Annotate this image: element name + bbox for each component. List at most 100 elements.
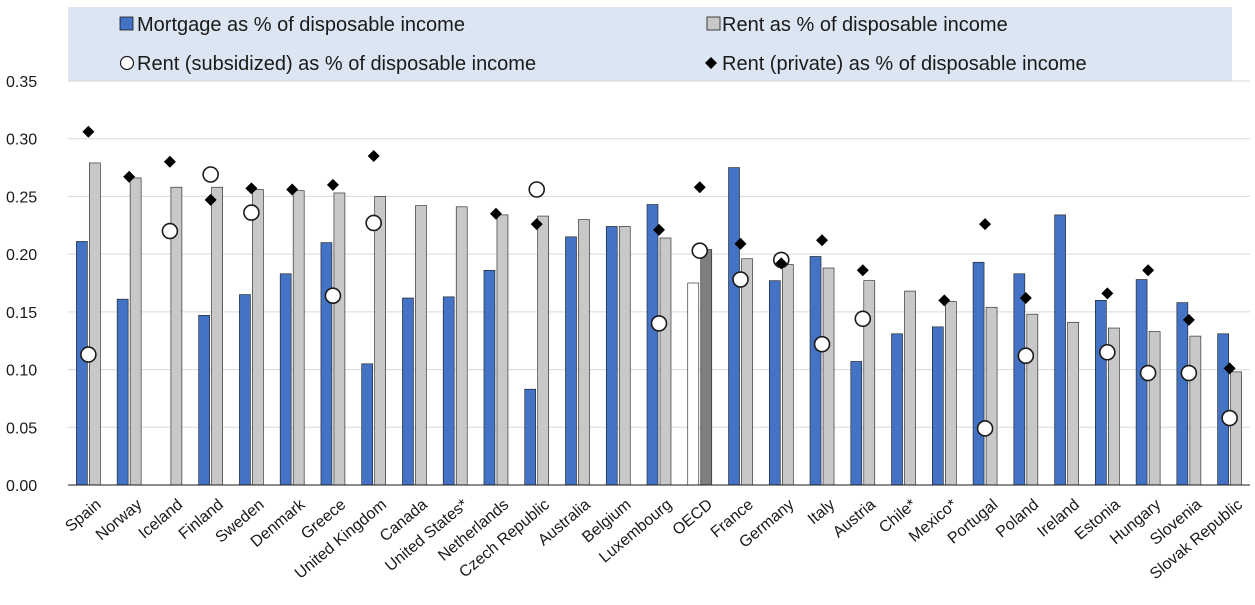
bar-mortgage <box>116 298 129 486</box>
bar-mortgage <box>198 315 210 486</box>
y-tick-label: 0.00 <box>6 478 37 495</box>
marker-rent-private <box>775 257 788 270</box>
y-tick-label: 0.15 <box>6 305 37 322</box>
x-tick-label: OECD <box>670 496 716 539</box>
marker-rent-private <box>82 125 95 138</box>
marker-rent-private <box>204 193 217 206</box>
marker-rent-subsidized <box>691 242 709 259</box>
y-axis-ticks: 0.00 0.05 0.10 0.15 0.20 0.25 0.30 0.35 <box>6 74 37 495</box>
marker-rent-private <box>979 218 992 231</box>
bar-rent <box>985 306 998 486</box>
bar-mortgage <box>728 167 740 486</box>
legend-swatch-rent <box>706 16 721 31</box>
bar-mortgage <box>605 226 618 486</box>
bar-mortgage <box>320 242 333 486</box>
legend-label-mortgage: Mortgage as % of disposable income <box>137 14 465 36</box>
bar-mortgage <box>809 256 822 486</box>
bar-rent <box>700 249 713 486</box>
legend-item-rent-private: Rent (private) as % of disposable income <box>705 53 1087 75</box>
marker-rent-private <box>856 264 869 277</box>
bar-rent <box>89 162 101 486</box>
bar-mortgage <box>891 333 903 486</box>
marker-rent-private <box>734 237 747 250</box>
bar-rent <box>333 192 346 486</box>
marker-rent-subsidized <box>365 214 382 232</box>
bar-rent <box>1230 371 1242 486</box>
marker-rent-subsidized <box>528 181 546 198</box>
marker-rent-private <box>530 218 543 231</box>
marker-rent-private <box>1019 292 1032 305</box>
bar-mortgage <box>1217 333 1229 486</box>
bar-rent <box>618 226 631 486</box>
bar-rent <box>945 301 957 486</box>
legend-item-rent-subsidized: Rent (subsidized) as % of disposable inc… <box>119 53 536 75</box>
marker-rent-subsidized <box>80 346 97 363</box>
marker-rent-private <box>163 155 176 168</box>
y-tick-label: 0.25 <box>6 189 37 206</box>
marker-rent-private <box>693 181 706 194</box>
bar-rent <box>781 264 794 486</box>
bar-rent <box>374 196 386 486</box>
y-tick-label: 0.35 <box>6 74 37 91</box>
legend-label-rent: Rent as % of disposable income <box>722 14 1008 36</box>
marker-rent-private <box>123 170 136 183</box>
bar-rent <box>1148 331 1161 486</box>
bar-mortgage <box>565 236 577 486</box>
bar-mortgage <box>850 361 863 486</box>
marker-rent-private <box>1223 362 1236 375</box>
bar-mortgage <box>1095 300 1107 486</box>
marker-rent-subsidized <box>161 222 179 240</box>
bar-mortgage <box>687 282 700 486</box>
legend-marker-circle <box>119 55 135 71</box>
bar-rent <box>1067 321 1079 486</box>
bar-rent <box>455 206 468 486</box>
marker-rent-private <box>1142 264 1155 277</box>
legend-background <box>68 7 1232 81</box>
marker-rent-private <box>653 223 665 236</box>
marker-rent-private <box>1101 287 1114 300</box>
bar-mortgage <box>1176 302 1189 486</box>
legend-label-rent-private: Rent (private) as % of disposable income <box>722 53 1087 75</box>
bar-mortgage <box>646 204 659 486</box>
marker-rent-private <box>286 183 299 196</box>
bar-mortgage <box>1054 214 1066 486</box>
marker-rent-subsidized <box>1017 347 1035 365</box>
marker-rent-subsidized <box>650 315 668 332</box>
marker-rent-subsidized <box>324 287 342 304</box>
marker-rent-private <box>367 150 380 163</box>
bar-rent <box>1026 313 1039 486</box>
bar-mortgage <box>483 270 496 486</box>
marker-rent-subsidized <box>1221 409 1238 427</box>
legend-label-rent-subsidized: Rent (subsidized) as % of disposable inc… <box>137 53 536 75</box>
marker-rent-private <box>816 234 829 247</box>
bar-rent <box>129 177 142 486</box>
x-tick-label: Poland <box>993 496 1042 541</box>
bar-rent <box>904 290 916 486</box>
marker-rent-subsidized <box>243 204 260 221</box>
bar-mortgage <box>1135 279 1148 486</box>
y-tick-label: 0.05 <box>6 420 37 437</box>
y-tick-label: 0.10 <box>6 363 37 380</box>
bar-mortgage <box>402 297 414 486</box>
bar-rent <box>741 258 753 486</box>
marker-rent-subsidized <box>976 420 994 437</box>
bar-mortgage <box>239 294 251 486</box>
legend-marker-diamond <box>705 57 717 69</box>
bar-rent <box>252 189 264 486</box>
x-tick-label: Norway <box>93 496 145 544</box>
x-tick-label: Italy <box>805 496 838 528</box>
bar-mortgage <box>972 261 985 486</box>
bar-rent <box>496 214 509 486</box>
bar-rent <box>211 186 223 486</box>
bar-rent <box>537 215 550 486</box>
bar-mortgage <box>361 363 373 486</box>
marker-rent-private <box>489 207 502 220</box>
x-axis-labels: SpainNorwayIcelandFinlandSwedenDenmarkGr… <box>62 496 1246 583</box>
legend-item-rent: Rent as % of disposable income <box>706 14 1008 36</box>
bar-mortgage <box>524 388 537 486</box>
x-tick-label: Austria <box>830 496 879 541</box>
y-tick-label: 0.20 <box>6 247 37 264</box>
bar-rent <box>659 237 672 486</box>
marker-rent-private <box>938 294 951 307</box>
